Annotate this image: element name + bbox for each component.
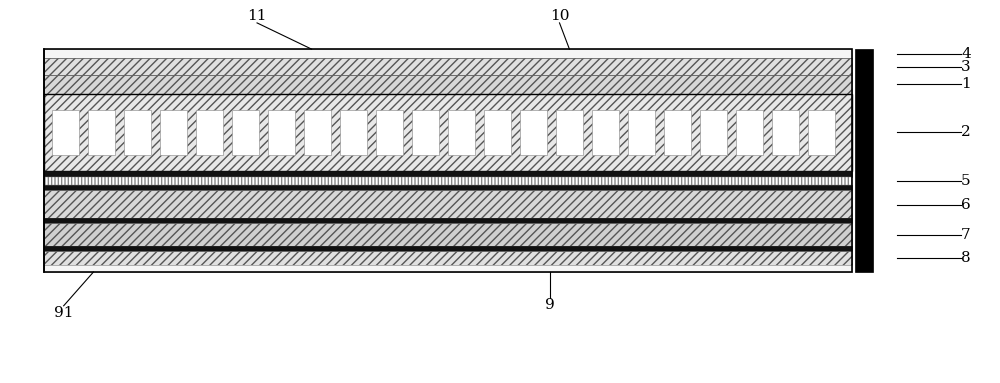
Bar <box>700 110 727 155</box>
Bar <box>592 110 619 155</box>
Bar <box>44 49 852 272</box>
Text: 8: 8 <box>961 251 971 265</box>
Bar <box>44 94 852 171</box>
Bar <box>556 110 583 155</box>
Bar <box>448 110 475 155</box>
Text: 11: 11 <box>247 9 267 23</box>
Bar <box>628 110 655 155</box>
Bar <box>44 59 852 75</box>
Text: 7: 7 <box>961 228 971 242</box>
Bar <box>52 110 79 155</box>
Bar <box>44 190 852 218</box>
Text: 6: 6 <box>961 198 971 212</box>
Text: 2: 2 <box>961 124 971 139</box>
Bar <box>736 110 763 155</box>
Bar <box>44 75 852 94</box>
Text: 9: 9 <box>545 298 554 312</box>
Bar <box>196 110 223 155</box>
Bar <box>44 252 852 265</box>
Bar <box>44 223 852 246</box>
Bar <box>304 110 331 155</box>
Bar <box>664 110 691 155</box>
Bar <box>44 171 852 177</box>
Bar <box>44 49 852 59</box>
Text: 10: 10 <box>550 9 569 23</box>
Text: 1: 1 <box>961 77 971 91</box>
Bar <box>44 265 852 272</box>
Bar <box>160 110 187 155</box>
Bar <box>412 110 439 155</box>
Bar <box>44 185 852 190</box>
Bar <box>484 110 511 155</box>
Bar <box>808 110 835 155</box>
Bar <box>44 218 852 223</box>
Bar <box>268 110 295 155</box>
Bar <box>44 94 852 171</box>
Bar <box>772 110 799 155</box>
Bar <box>340 110 367 155</box>
Text: 91: 91 <box>54 306 73 320</box>
Bar <box>44 177 852 185</box>
Text: 4: 4 <box>961 47 971 61</box>
Bar <box>88 110 115 155</box>
Bar <box>855 49 873 272</box>
Bar <box>232 110 259 155</box>
Bar <box>520 110 547 155</box>
Text: 3: 3 <box>961 60 971 74</box>
Bar <box>124 110 151 155</box>
Bar <box>376 110 403 155</box>
Text: 5: 5 <box>961 174 971 188</box>
Bar <box>44 246 852 252</box>
